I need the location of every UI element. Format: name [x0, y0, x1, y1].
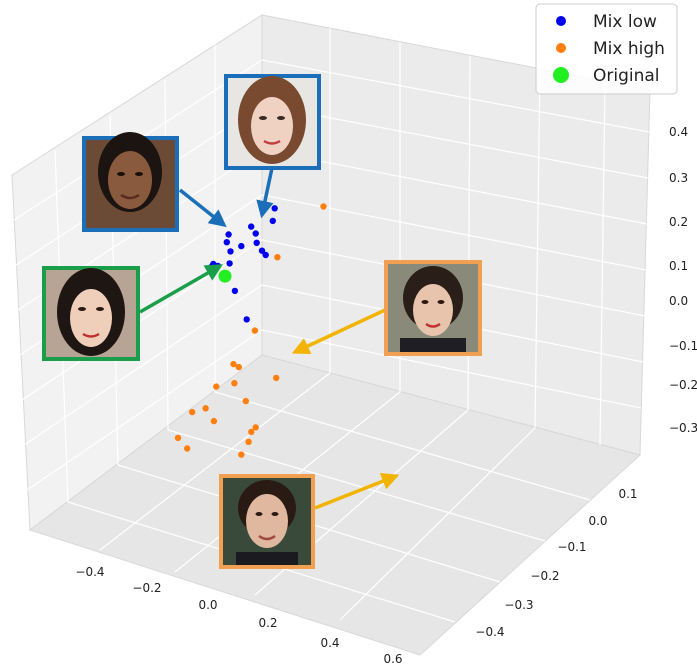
y-tick-3: −0.2 — [530, 569, 559, 583]
point-mix-high-0 — [320, 203, 327, 210]
point-mix-high-7 — [202, 405, 209, 412]
face-inset-low-1 — [82, 132, 179, 232]
x-tick-3: 0.2 — [258, 616, 277, 630]
x-tick-4: 0.4 — [320, 636, 339, 650]
point-mix-high-9 — [210, 417, 218, 425]
legend-label-1: Mix high — [593, 39, 665, 59]
point-mix-high-8 — [189, 408, 196, 416]
point-mix-high-15 — [248, 428, 255, 436]
point-mix-high-13 — [252, 424, 259, 431]
arrow-low-2 — [256, 167, 274, 219]
point-mix-high-11 — [174, 434, 182, 442]
point-original-0 — [218, 269, 232, 283]
y-tick-2: −0.1 — [557, 540, 586, 554]
axes-panes — [11, 14, 651, 656]
tick-labels: −0.4−0.20.00.20.40.60.10.0−0.1−0.2−0.3−0… — [75, 125, 697, 666]
point-mix-high-3 — [235, 363, 242, 371]
y-tick-1: 0.0 — [588, 514, 607, 528]
point-mix-low-14 — [271, 205, 278, 212]
legend-label-0: Mix low — [593, 12, 657, 32]
z-tick-5: −0.1 — [669, 339, 697, 353]
legend: Mix low Mix high Original — [535, 3, 678, 95]
point-mix-low-16 — [262, 251, 269, 259]
x-tick-5: 0.6 — [383, 652, 402, 666]
arrow-high-2 — [314, 473, 400, 510]
face-inset-high-2 — [219, 474, 315, 569]
z-tick-2: 0.2 — [669, 215, 688, 229]
point-mix-high-10 — [273, 374, 280, 382]
point-mix-high-17 — [184, 445, 191, 452]
point-mix-low-1 — [223, 239, 230, 246]
z-tick-6: −0.2 — [669, 378, 697, 392]
x-tick-0: −0.4 — [75, 565, 104, 579]
point-mix-high-1 — [274, 254, 281, 261]
point-mix-low-12 — [258, 247, 266, 254]
z-tick-3: 0.1 — [669, 259, 688, 273]
face-inset-original — [42, 266, 140, 361]
point-mix-low-17 — [243, 316, 250, 323]
z-tick-1: 0.3 — [669, 171, 688, 185]
z-tick-4: 0.0 — [669, 294, 688, 308]
annotation-arrows — [139, 167, 400, 510]
point-mix-low-8 — [231, 287, 239, 295]
legend-marker-1 — [556, 43, 566, 53]
y-tick-5: −0.4 — [475, 625, 504, 639]
x-tick-2: 0.0 — [198, 598, 217, 612]
point-mix-low-15 — [253, 239, 260, 246]
x-tick-1: −0.2 — [132, 581, 161, 595]
point-mix-low-2 — [227, 248, 234, 255]
legend-marker-0 — [556, 16, 566, 26]
legend-label-2: Original — [593, 66, 660, 86]
point-mix-low-11 — [238, 242, 245, 250]
point-mix-low-5 — [226, 260, 233, 267]
point-mix-high-12 — [242, 397, 249, 405]
point-mix-low-10 — [252, 230, 259, 237]
point-mix-low-9 — [248, 223, 255, 230]
point-mix-low-13 — [269, 217, 276, 225]
y-tick-0: 0.1 — [618, 487, 637, 501]
y-tick-4: −0.3 — [504, 598, 533, 612]
point-mix-high-6 — [231, 380, 238, 387]
arrow-high-1 — [291, 308, 386, 355]
face-inset-low-2 — [224, 74, 321, 170]
z-tick-7: −0.3 — [669, 421, 697, 435]
arrow-low-1 — [178, 188, 227, 228]
point-mix-high-5 — [213, 383, 220, 390]
legend-marker-2 — [553, 67, 569, 83]
point-mix-low-0 — [225, 231, 232, 238]
z-tick-0: 0.4 — [669, 125, 688, 139]
point-mix-high-16 — [238, 451, 245, 458]
face-insets — [42, 74, 482, 569]
point-mix-high-4 — [230, 360, 237, 368]
point-mix-high-2 — [251, 327, 259, 334]
point-mix-high-14 — [245, 438, 252, 445]
face-inset-high-1 — [384, 260, 482, 356]
arrow-original — [139, 264, 224, 314]
